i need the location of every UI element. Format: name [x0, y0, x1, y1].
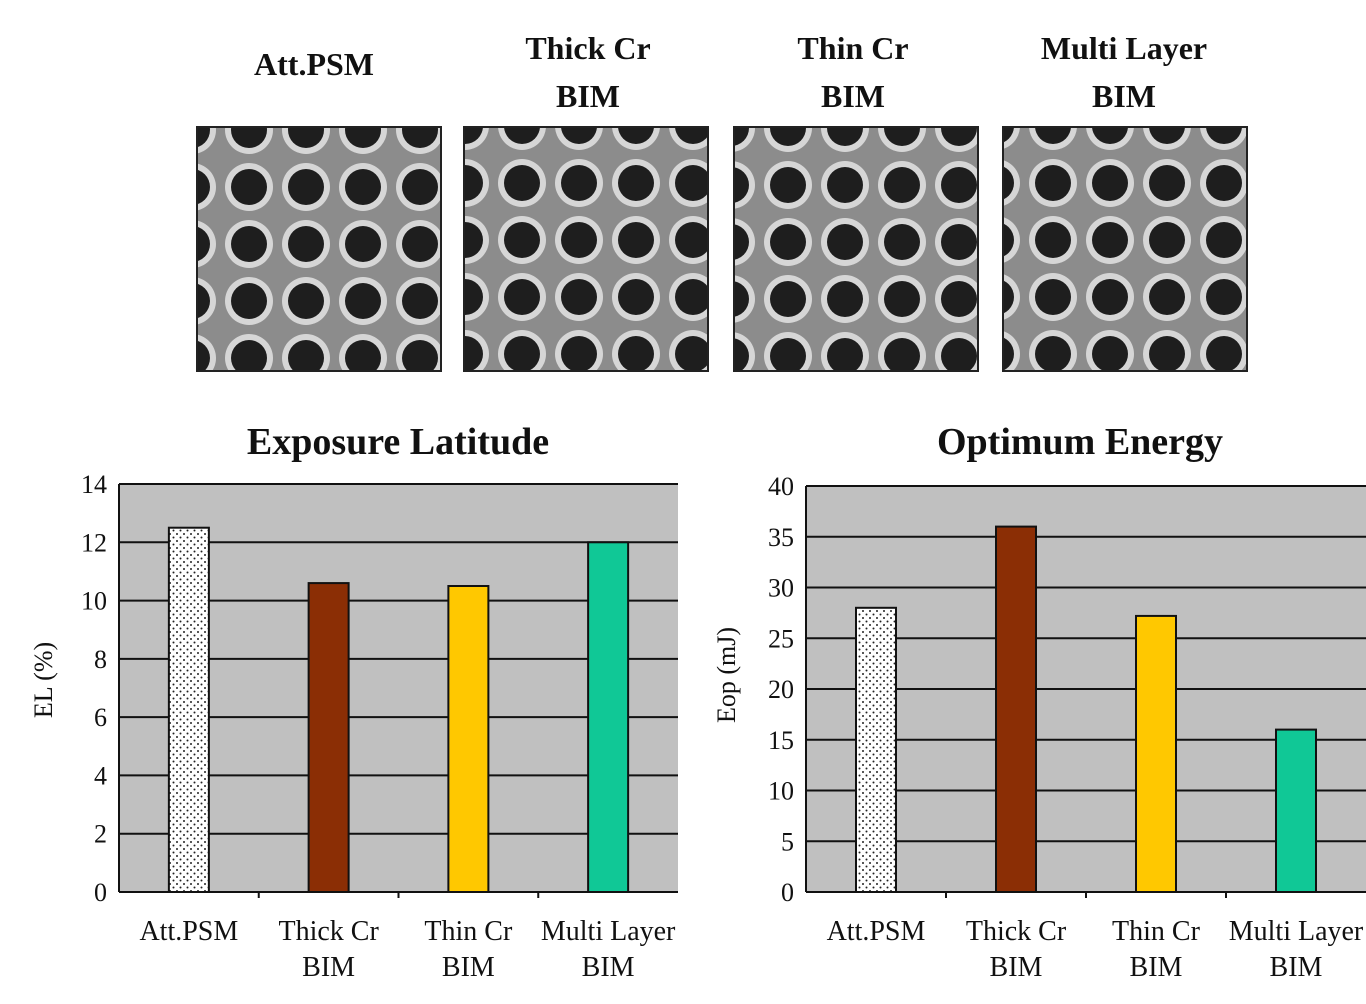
- bar-4: [587, 541, 630, 893]
- sem-image-att-psm: [196, 126, 442, 372]
- category-label: Thick Cr: [966, 916, 1067, 947]
- y-tick-label: 10: [768, 777, 794, 806]
- sem-image-multi-layer-bim: [1002, 126, 1248, 372]
- y-tick-label: 15: [768, 726, 794, 755]
- category-label: Thin Cr: [424, 916, 513, 947]
- y-tick-label: 14: [81, 470, 107, 499]
- bar-1: [167, 526, 210, 893]
- y-tick-label: 40: [768, 472, 794, 501]
- exposure-latitude-chart: 0 2 4 6 8 10 12 14 Att.PSM Thick Cr BIM Thin Cr BIM M…: [29, 470, 678, 983]
- bar-2: [995, 525, 1037, 893]
- category-label: Thin Cr: [1112, 916, 1201, 947]
- y-tick-label: 25: [768, 624, 794, 653]
- sem-label-multi-layer-bim: Multi Layer BIM: [1040, 30, 1208, 114]
- category-label: Att.PSM: [827, 916, 926, 947]
- chart-title-exposure-latitude: Exposure Latitude: [246, 421, 550, 463]
- category-label: Att.PSM: [139, 916, 238, 947]
- y-tick-label: 2: [94, 820, 107, 849]
- y-tick-label: 20: [768, 675, 794, 704]
- y-tick-label: 4: [94, 761, 107, 790]
- category-label: BIM: [442, 952, 495, 983]
- sem-image-thin-cr-bim: [733, 126, 979, 372]
- bar-3: [447, 585, 490, 893]
- y-tick-label: 10: [81, 587, 107, 616]
- category-label: BIM: [990, 952, 1043, 983]
- bar-3: [1135, 614, 1177, 893]
- y-tick-label: 0: [94, 878, 107, 907]
- bar-1: [855, 606, 897, 893]
- chart-title-optimum-energy: Optimum Energy: [936, 421, 1224, 463]
- y-tick-label: 35: [768, 523, 794, 552]
- category-label: Thick Cr: [278, 916, 379, 947]
- category-label: Multi Layer: [1229, 916, 1364, 947]
- y-tick-label: 30: [768, 574, 794, 603]
- sem-image-thick-cr-bim: [463, 126, 709, 372]
- y-tick-label: 12: [81, 528, 107, 557]
- plot-background: [119, 484, 678, 892]
- category-label: BIM: [1270, 952, 1323, 983]
- category-label: BIM: [582, 952, 635, 983]
- y-tick-label: 0: [781, 878, 794, 907]
- category-label: BIM: [1130, 952, 1183, 983]
- bar-4: [1275, 728, 1317, 893]
- category-label: Multi Layer: [541, 916, 676, 947]
- y-tick-label: 6: [94, 703, 107, 732]
- y-tick-label: 8: [94, 645, 107, 674]
- sem-label-thick-cr-bim: Thick Cr BIM: [525, 30, 651, 114]
- bar-2: [307, 582, 350, 893]
- sem-label-thin-cr-bim: Thin Cr BIM: [797, 30, 909, 114]
- y-tick-label: 5: [781, 827, 794, 856]
- optimum-energy-chart: 0 5 10 15 20 25 30 35 40 Att.PSM Thick Cr BIM Thin C…: [712, 472, 1366, 983]
- category-label: BIM: [302, 952, 355, 983]
- sem-label-att-psm: Att.PSM: [254, 46, 374, 82]
- y-axis-title: EL (%): [29, 642, 58, 718]
- y-axis-title: Eop (mJ): [712, 627, 741, 723]
